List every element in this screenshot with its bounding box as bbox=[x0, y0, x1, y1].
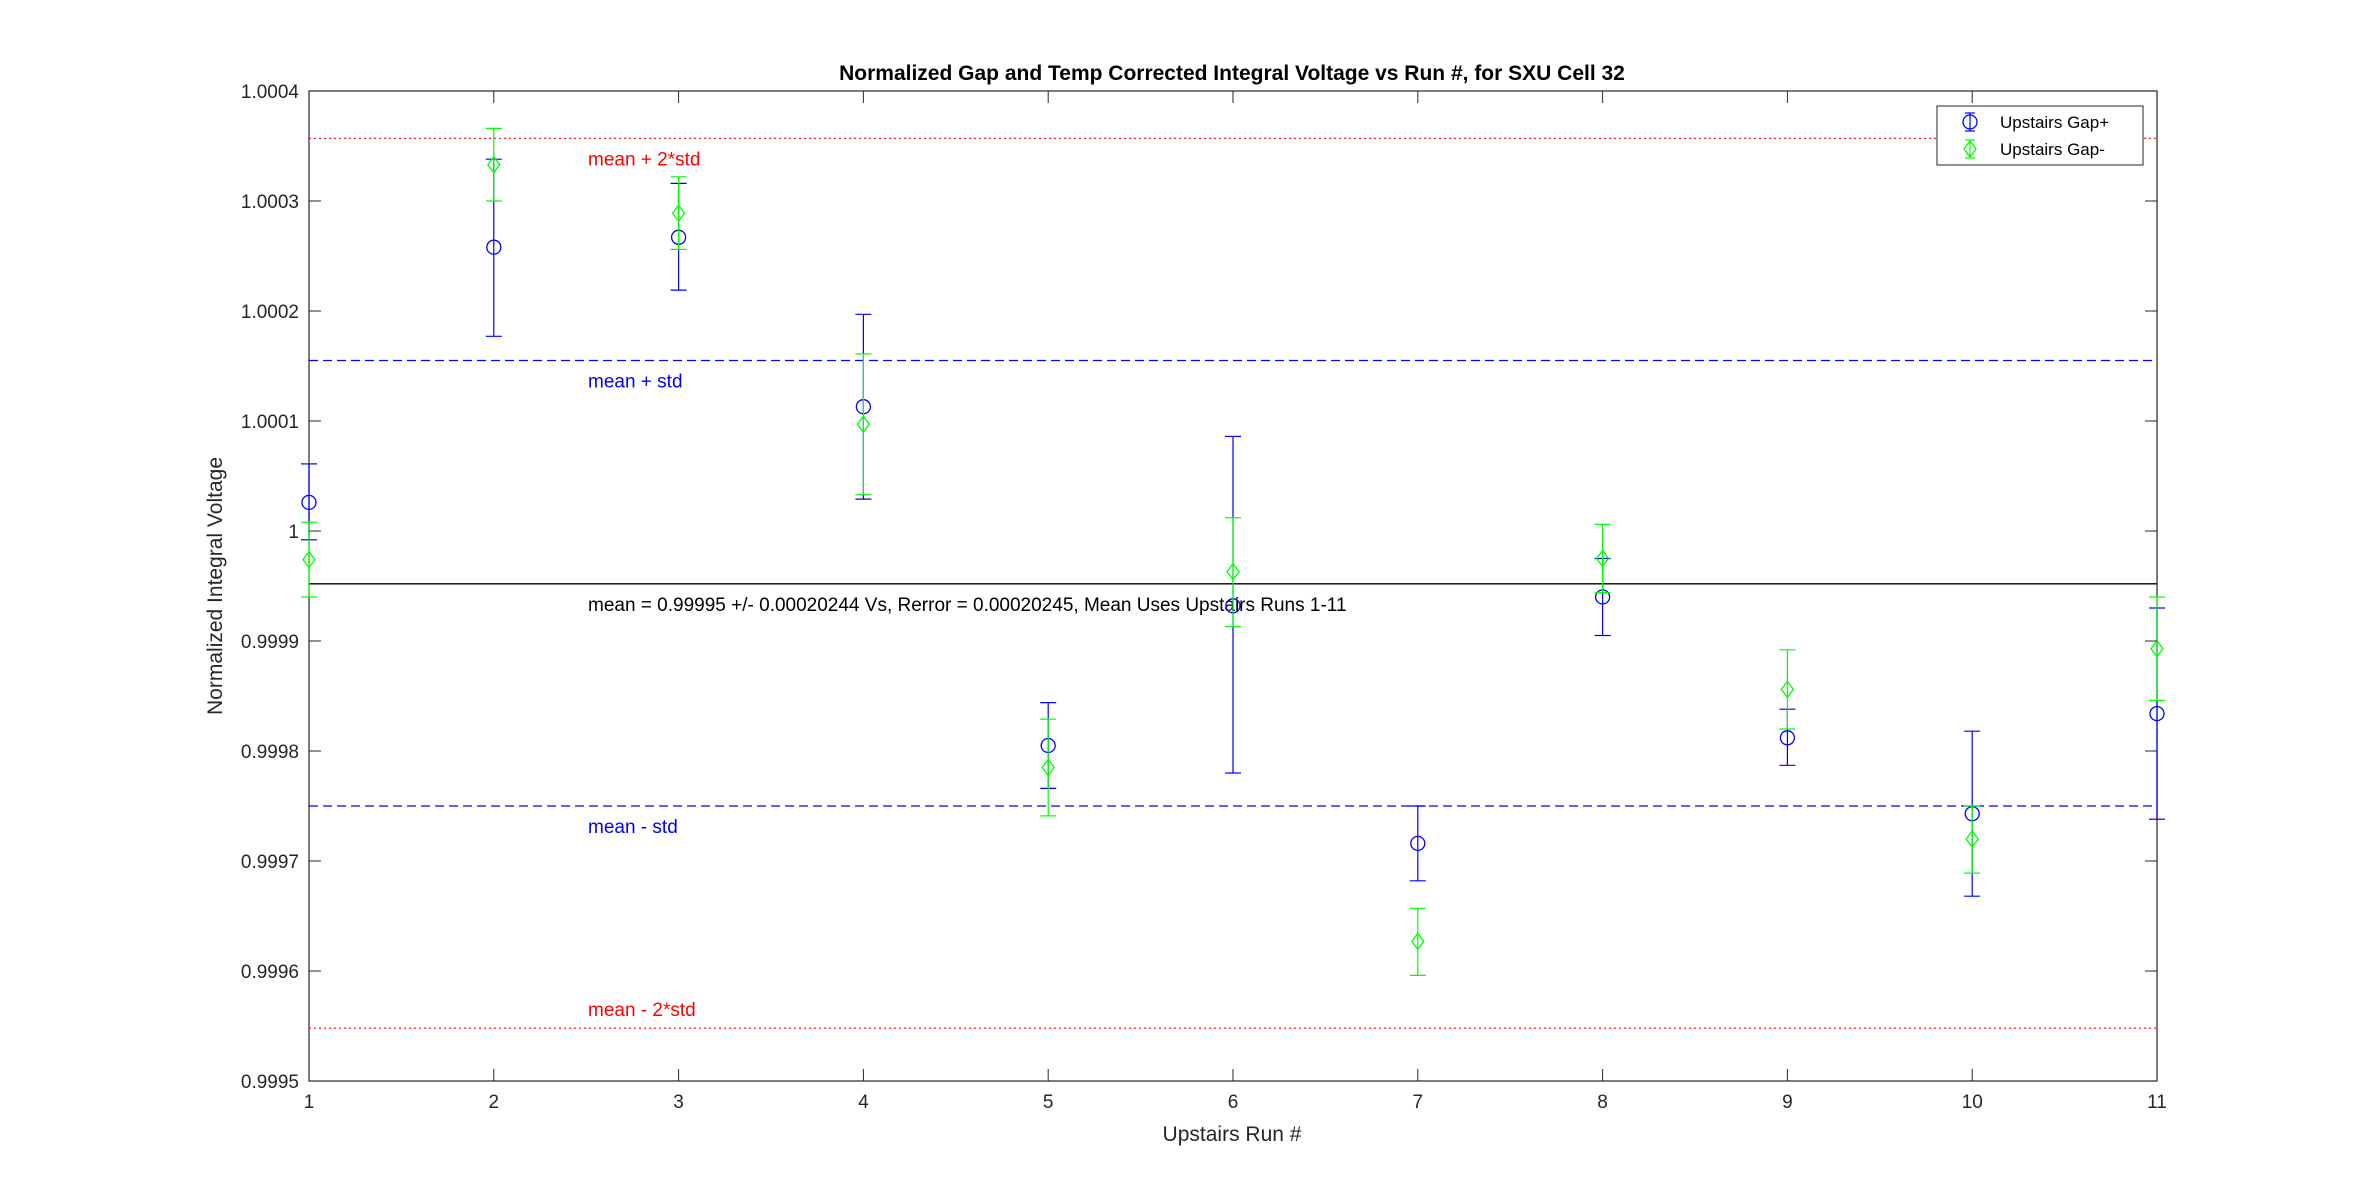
x-tick-label: 10 bbox=[1962, 1092, 1983, 1113]
data-point-diamond bbox=[1226, 562, 1240, 581]
x-axis-label: Upstairs Run # bbox=[1163, 1123, 1302, 1146]
data-point-circle bbox=[1410, 835, 1426, 852]
legend: Upstairs Gap+ Upstairs Gap- bbox=[1936, 105, 2144, 166]
x-tick-label: 9 bbox=[1782, 1092, 1793, 1113]
x-tick-label: 8 bbox=[1597, 1092, 1608, 1113]
legend-label: Upstairs Gap+ bbox=[2000, 113, 2109, 132]
data-point-diamond bbox=[671, 204, 686, 223]
x-tick-label: 7 bbox=[1413, 1092, 1424, 1113]
y-tick-label: 0.9999 bbox=[241, 632, 299, 653]
plot-area: mean + 2*std mean + std mean = 0.99995 +/-… bbox=[241, 82, 2167, 1113]
y-tick-label: 0.9997 bbox=[241, 852, 299, 873]
x-tick-label: 1 bbox=[304, 1092, 315, 1113]
y-tick-label: 0.9996 bbox=[241, 962, 299, 983]
data-point-circle bbox=[1962, 114, 1978, 130]
reference-line-label: mean - 2*std bbox=[588, 1000, 696, 1021]
y-tick-label: 1.0002 bbox=[241, 302, 299, 323]
reference-line-label: mean + 2*std bbox=[588, 149, 701, 170]
y-tick-label: 0.9995 bbox=[241, 1072, 299, 1093]
x-tick-label: 2 bbox=[489, 1092, 500, 1113]
data-point-circle bbox=[2149, 705, 2165, 722]
data-point-diamond bbox=[1965, 829, 1980, 849]
y-tick-label: 1.0004 bbox=[241, 82, 300, 103]
x-tick-label: 11 bbox=[2147, 1092, 2167, 1113]
data-point-diamond bbox=[1780, 680, 1795, 699]
y-axis: 0.9995 0.9996 0.9997 0.9998 0.9999 1 1.0001 1.0… bbox=[241, 82, 2157, 1093]
y-tick-label: 1 bbox=[288, 522, 299, 543]
x-tick-label: 3 bbox=[673, 1092, 684, 1113]
x-tick-label: 5 bbox=[1043, 1092, 1054, 1113]
y-tick-label: 1.0001 bbox=[241, 412, 299, 433]
data-point-circle bbox=[1779, 730, 1796, 746]
data-point-diamond bbox=[1963, 139, 1977, 159]
data-point-diamond bbox=[1410, 932, 1425, 951]
data-point-diamond bbox=[486, 155, 501, 174]
x-axis: 1 2 3 4 5 6 7 8 9 10 11 bbox=[304, 91, 2167, 1113]
data-point-diamond bbox=[1041, 758, 1056, 777]
data-point-diamond bbox=[2150, 639, 2164, 658]
data-point-circle bbox=[301, 494, 317, 511]
legend-label: Upstairs Gap- bbox=[2000, 140, 2105, 159]
data-point-diamond bbox=[302, 550, 316, 569]
data-point-diamond bbox=[1595, 549, 1610, 568]
chart-title: Normalized Gap and Temp Corrected Integr… bbox=[839, 62, 1625, 85]
series-layer bbox=[301, 127, 2165, 977]
reference-line-label: mean + std bbox=[588, 372, 683, 393]
series-gap-plus bbox=[301, 158, 2165, 897]
x-tick-label: 4 bbox=[858, 1092, 869, 1113]
data-point-diamond bbox=[856, 415, 871, 434]
y-tick-label: 1.0003 bbox=[241, 192, 299, 213]
y-tick-label: 0.9998 bbox=[241, 742, 299, 763]
reference-line-label: mean - std bbox=[588, 817, 678, 838]
reference-labels: mean + 2*std mean + std mean = 0.99995 +/-… bbox=[588, 149, 1347, 1021]
x-tick-label: 6 bbox=[1228, 1092, 1239, 1113]
reference-line-label: mean = 0.99995 +/- 0.00020244 Vs, Rerror… bbox=[588, 595, 1347, 616]
data-point-circle bbox=[486, 239, 502, 255]
series-gap-minus bbox=[301, 127, 2165, 977]
y-axis-label: Normalized Integral Voltage bbox=[204, 457, 227, 715]
